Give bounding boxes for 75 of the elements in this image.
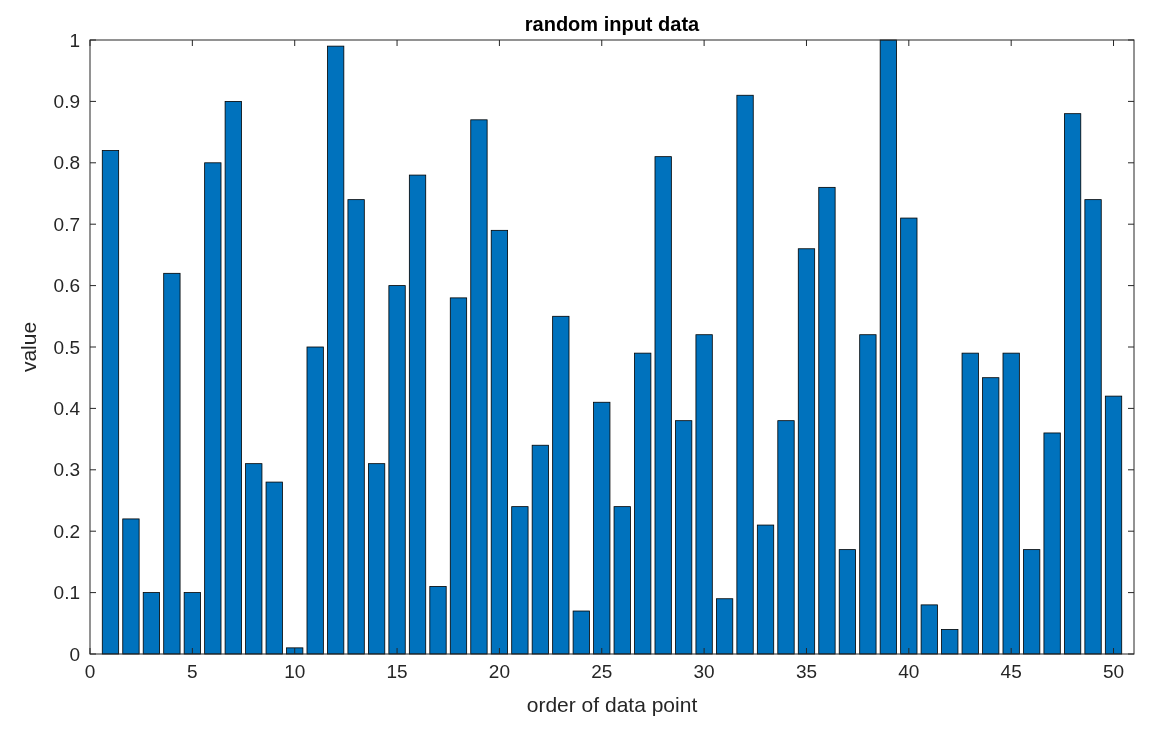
bar [347,199,365,655]
bar [408,174,427,655]
y-tick-label: 0.8 [53,152,80,174]
bar [101,150,120,655]
bar [961,352,979,655]
y-axis-title: value [17,321,40,373]
bar [716,598,734,655]
y-tick-label: 0.3 [53,459,80,481]
bar [327,45,345,655]
bar [797,248,816,655]
x-tick-label: 45 [1000,661,1022,682]
x-tick-label: 35 [795,661,818,682]
y-tick-label: 0.5 [53,336,80,358]
bar [204,162,222,655]
bar [818,186,836,655]
bar [613,506,631,655]
bar [306,346,324,655]
bar [449,297,468,655]
y-tick-label: 0.1 [53,582,80,604]
x-tick-label: 40 [898,661,920,682]
bar [736,94,754,655]
bar [1023,549,1041,655]
bar [654,156,672,655]
bar [245,463,263,655]
bar [1002,352,1020,655]
y-tick-label: 0.7 [53,213,80,235]
bar [183,592,201,655]
bar [552,315,570,655]
bar [1104,395,1123,655]
bar [1084,199,1102,655]
x-tick-label: 50 [1102,661,1125,682]
bar [900,217,918,655]
x-tick-label: 25 [591,661,613,682]
bar [142,592,160,655]
x-tick-label: 10 [284,661,306,682]
x-tick-label: 15 [386,661,408,682]
bar [859,334,877,655]
bar [675,420,693,655]
x-axis-title: order of data point [526,693,698,716]
bar [941,629,959,655]
y-tick-label: 0.2 [53,520,80,542]
bar [1064,113,1082,655]
y-tick-label: 0.4 [53,398,81,420]
bar [879,39,897,655]
bar [572,610,590,655]
bar [224,101,242,655]
x-tick-label: 0 [84,661,96,682]
bar [490,229,508,655]
bar [593,401,611,655]
bar [531,444,549,655]
chart-title: random input data [524,13,701,35]
x-tick-label: 20 [488,661,510,682]
bar [920,604,938,655]
bar [122,518,140,655]
bar [777,420,795,655]
bar [511,506,529,655]
bar [470,119,488,655]
y-tick-label: 0 [69,643,80,665]
bar [756,524,775,655]
bar [265,481,283,655]
bar [982,377,1000,655]
bar [429,586,447,655]
bar [838,549,856,655]
y-tick-label: 1 [69,29,80,51]
bar [388,285,406,655]
bar [1043,432,1061,655]
bar [286,647,304,655]
bar [163,272,181,655]
bar [368,463,386,655]
bar [695,334,713,655]
x-tick-label: 30 [693,661,715,682]
x-tick-label: 5 [187,661,198,682]
bar [634,352,652,655]
y-tick-label: 0.6 [53,275,80,297]
y-tick-label: 0.9 [53,91,80,113]
